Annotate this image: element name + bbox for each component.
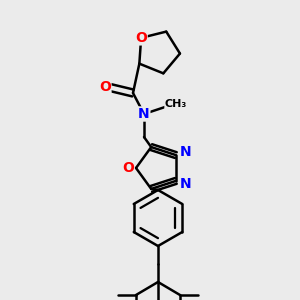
Text: N: N	[138, 107, 150, 121]
Text: N: N	[180, 177, 192, 191]
Text: CH₃: CH₃	[165, 99, 187, 109]
Text: O: O	[99, 80, 111, 94]
Text: O: O	[135, 31, 147, 45]
Text: O: O	[122, 161, 134, 175]
Text: N: N	[180, 145, 192, 159]
